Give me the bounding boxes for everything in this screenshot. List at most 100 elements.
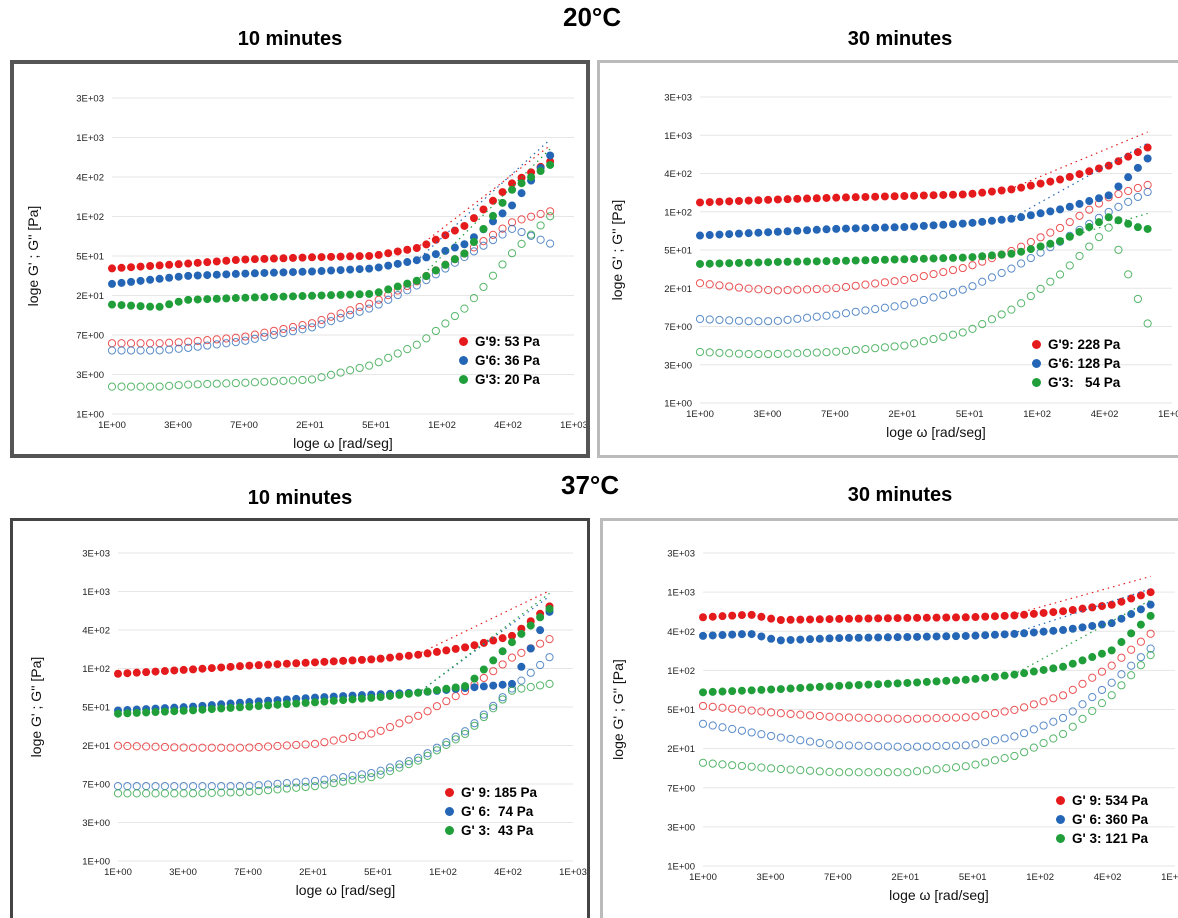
- loss-point: [1088, 693, 1097, 702]
- loss-point: [488, 271, 498, 280]
- loss-point: [326, 317, 336, 326]
- storage-point: [1026, 181, 1035, 190]
- loss-point: [423, 751, 432, 760]
- y-tick-label: 1E+03: [76, 133, 104, 144]
- loss-point: [900, 341, 909, 350]
- storage-point: [346, 265, 355, 274]
- loss-point: [715, 281, 724, 290]
- loss-point: [961, 762, 970, 771]
- storage-point: [508, 201, 517, 210]
- storage-point: [320, 697, 329, 706]
- legend-marker: [1032, 378, 1041, 387]
- loss-point: [517, 648, 526, 658]
- loss-point: [355, 302, 364, 312]
- legend-marker: [459, 337, 468, 346]
- storage-point: [527, 173, 536, 182]
- loss-point: [909, 298, 919, 307]
- storage-point: [193, 258, 202, 267]
- storage-point: [822, 193, 831, 202]
- loss-point: [734, 349, 744, 358]
- storage-point: [734, 196, 743, 205]
- loss-point: [339, 772, 348, 782]
- legend-label: G'3: 54 Pa: [1048, 375, 1121, 390]
- storage-point: [498, 680, 507, 689]
- storage-point: [317, 291, 326, 300]
- storage-point: [174, 272, 183, 281]
- loss-point: [786, 765, 795, 774]
- loss-point: [374, 358, 383, 367]
- loss-point: [744, 317, 753, 326]
- storage-point: [910, 191, 919, 200]
- storage-point: [767, 685, 776, 694]
- storage-point: [747, 630, 756, 639]
- storage-point: [806, 615, 815, 624]
- loss-point: [893, 768, 902, 777]
- loss-point: [1114, 202, 1123, 211]
- storage-point: [718, 631, 727, 640]
- storage-point: [783, 257, 792, 266]
- loss-point: [507, 686, 517, 695]
- storage-point: [298, 267, 307, 276]
- y-tick-label: 1E+03: [664, 131, 692, 142]
- loss-point: [900, 275, 909, 285]
- series-G6-loss: [113, 653, 554, 791]
- storage-point: [423, 687, 432, 696]
- x-tick-label: 3E+00: [754, 409, 782, 420]
- storage-point: [822, 225, 831, 234]
- loss-point: [851, 281, 860, 290]
- storage-point: [546, 160, 555, 169]
- storage-point: [1094, 218, 1103, 227]
- storage-point: [374, 263, 383, 272]
- loss-point: [734, 316, 744, 325]
- loss-point: [479, 237, 488, 246]
- storage-point: [292, 659, 301, 668]
- storage-point: [1026, 245, 1035, 254]
- loss-point: [179, 743, 188, 752]
- loss-point: [747, 728, 756, 737]
- loss-point: [422, 334, 431, 343]
- loss-point: [1114, 245, 1123, 254]
- loss-point: [517, 215, 526, 224]
- storage-point: [450, 243, 459, 252]
- loss-point: [890, 342, 899, 351]
- storage-point: [231, 269, 240, 278]
- storage-point: [1127, 594, 1136, 603]
- loss-point: [432, 746, 442, 755]
- trend-line: [1061, 212, 1148, 240]
- storage-point: [1020, 669, 1029, 678]
- storage-point: [978, 252, 987, 261]
- loss-point: [968, 282, 977, 291]
- storage-point: [776, 685, 785, 694]
- chart-panel-37c-10min: 1E+00 3E+00 7E+00 2E+01 5E+01 1E+02 4E+02 1E+03…: [10, 518, 590, 918]
- loss-point: [981, 758, 990, 767]
- loss-point: [1026, 237, 1035, 247]
- storage-point: [241, 255, 250, 264]
- storage-point: [949, 190, 958, 199]
- loss-point: [292, 778, 301, 787]
- loss-point: [489, 704, 498, 713]
- loss-point: [997, 310, 1006, 319]
- x-tick-label: 5E+01: [959, 872, 987, 883]
- storage-point: [1143, 154, 1152, 163]
- trend-line: [420, 595, 550, 692]
- loss-point: [545, 634, 554, 644]
- storage-point: [329, 657, 338, 666]
- loss-point: [292, 740, 301, 750]
- storage-point: [786, 684, 795, 693]
- storage-point: [260, 254, 269, 263]
- storage-point: [844, 681, 853, 690]
- storage-point: [404, 651, 413, 660]
- loss-point: [241, 336, 250, 345]
- loss-point: [757, 730, 766, 739]
- storage-point: [222, 256, 231, 265]
- storage-point: [179, 706, 188, 715]
- loss-point: [250, 334, 259, 343]
- legend-label: G'3: 20 Pa: [475, 372, 540, 387]
- storage-point: [764, 195, 773, 204]
- storage-point: [786, 615, 795, 624]
- loss-point: [479, 710, 488, 719]
- storage-point: [127, 301, 136, 310]
- loss-point: [545, 679, 554, 688]
- storage-point: [952, 613, 961, 622]
- loss-point: [793, 349, 802, 358]
